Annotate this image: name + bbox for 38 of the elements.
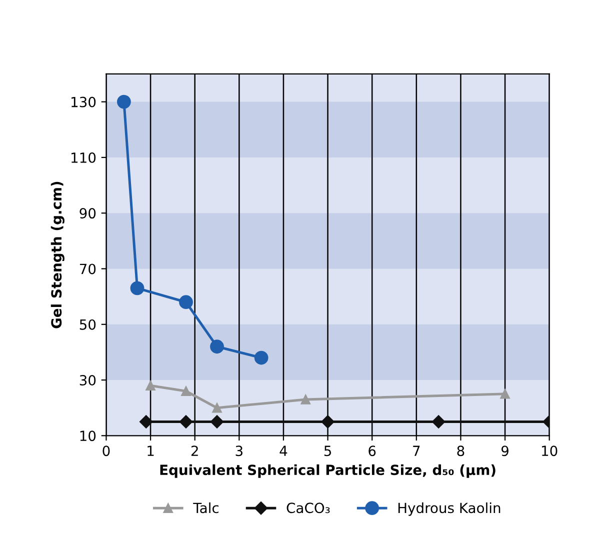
x-tick-label: 9 <box>501 446 508 456</box>
point <box>146 380 156 390</box>
point <box>212 402 222 413</box>
legend-label: Talc <box>193 502 218 514</box>
x-tick-label: 4 <box>280 446 288 456</box>
point <box>179 295 193 310</box>
point <box>500 389 510 399</box>
x-tick-label: 7 <box>413 446 420 456</box>
x-axis-title: Equivalent Spherical Particle Size, d₅₀ (µm) <box>160 464 496 478</box>
point <box>130 281 144 296</box>
legend-label: Hydrous Kaolin <box>398 502 500 516</box>
point <box>210 415 224 428</box>
y-tick-label: 90 <box>80 208 96 219</box>
x-tick-label: 8 <box>457 446 464 456</box>
x-tick-label: 3 <box>236 446 242 456</box>
y-tick-label: 30 <box>80 374 96 386</box>
legend-label: CaCO₃ <box>286 502 330 514</box>
point <box>321 415 334 428</box>
x-tick-label: 0 <box>102 446 110 456</box>
x-tick-label: 10 <box>542 446 558 456</box>
y-tick-label: 130 <box>72 96 96 108</box>
point <box>254 350 268 365</box>
y-axis-title: Gel Stength (g.cm) <box>50 182 64 328</box>
point <box>300 394 310 404</box>
y-tick-label: 10 <box>80 430 96 442</box>
point <box>179 415 193 428</box>
x-tick-label: 1 <box>148 446 154 456</box>
y-tick-label: 110 <box>72 152 96 163</box>
x-tick-label: 2 <box>191 446 198 456</box>
point <box>140 415 153 428</box>
y-tick-label: 70 <box>80 264 96 274</box>
point <box>210 340 224 354</box>
point <box>181 386 191 396</box>
x-tick-label: 5 <box>324 446 331 456</box>
x-tick-label: 6 <box>368 446 376 456</box>
point <box>117 94 131 109</box>
y-tick-label: 50 <box>80 319 96 330</box>
point <box>432 415 446 428</box>
